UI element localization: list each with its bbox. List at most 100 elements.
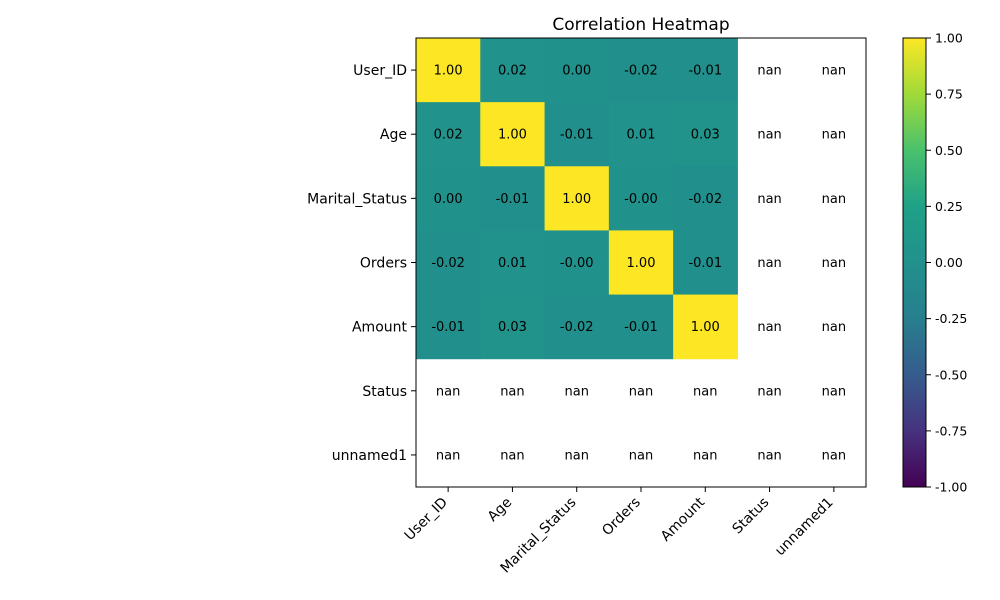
heatmap-cell xyxy=(608,166,674,231)
heatmap-cell-label: nan xyxy=(757,320,781,335)
heatmap-cell-label: -0.02 xyxy=(688,192,722,207)
heatmap-cell xyxy=(673,166,738,231)
heatmap-cell xyxy=(673,294,738,360)
chart-title: Correlation Heatmap xyxy=(552,15,729,35)
heatmap-cell-label: nan xyxy=(822,256,846,271)
column-tick-label: Age xyxy=(485,495,515,525)
heatmap-cell-label: nan xyxy=(757,64,781,79)
colorbar: -1.00 -0.75 -0.50 -0.25 0.00 0.25 0.50 0.75 1.00 xyxy=(902,31,967,495)
column-tick-label: Status xyxy=(730,495,773,538)
heatmap-cell xyxy=(544,38,610,103)
heatmap-cell-label: 1.00 xyxy=(627,256,656,271)
heatmap-cell xyxy=(480,102,546,167)
heatmap-cell-label: -0.01 xyxy=(431,320,465,335)
row-tick-label: Age xyxy=(380,127,407,143)
heatmap-cell-label: 1.00 xyxy=(562,192,591,207)
heatmap-cell-label: -0.01 xyxy=(624,320,658,335)
heatmap-cell-label: -0.00 xyxy=(624,192,658,207)
heatmap-cell-label: 0.00 xyxy=(562,64,591,79)
heatmap-cell-label: nan xyxy=(757,448,781,463)
heatmap-cell-label: nan xyxy=(693,384,717,399)
colorbar-tick-label: 0.50 xyxy=(935,143,963,158)
heatmap-cell-label: 1.00 xyxy=(691,320,720,335)
heatmap-cell-label: nan xyxy=(822,128,846,143)
heatmap-cell-label: nan xyxy=(629,384,653,399)
heatmap-cell-label: nan xyxy=(822,320,846,335)
colorbar-tick-label: -0.25 xyxy=(935,311,967,326)
heatmap-cell xyxy=(416,38,481,103)
heatmap-cell-label: -0.01 xyxy=(560,128,594,143)
heatmap-cell xyxy=(416,102,481,167)
heatmap-cell-label: nan xyxy=(757,256,781,271)
colorbar-ticks: -1.00 -0.75 -0.50 -0.25 0.00 0.25 0.50 0.75 1.00 xyxy=(926,31,967,495)
heatmap-cell xyxy=(673,102,738,167)
heatmap-cell-label: 0.02 xyxy=(434,128,463,143)
heatmap-cell xyxy=(416,230,481,296)
heatmap-cell-label: 0.03 xyxy=(498,320,527,335)
colorbar-tick-label: 0.75 xyxy=(935,87,963,102)
column-tick-label: User_ID xyxy=(402,495,451,544)
heatmap-cell-label: nan xyxy=(693,448,717,463)
heatmap-cell xyxy=(544,230,610,296)
heatmap-cell-label: nan xyxy=(822,192,846,207)
heatmap-cell xyxy=(608,230,674,296)
heatmap-cell xyxy=(480,230,546,296)
heatmap-cell-label: nan xyxy=(500,384,524,399)
heatmap-cell xyxy=(544,294,610,360)
row-tick-labels: User_ID Age Marital_Status Orders Amount Stat… xyxy=(307,63,416,464)
heatmap-cell-label: nan xyxy=(822,64,846,79)
heatmap-cell xyxy=(480,166,546,231)
heatmap-cell-label: 1.00 xyxy=(498,128,527,143)
row-tick-label: unnamed1 xyxy=(332,448,407,464)
heatmap-cell xyxy=(544,166,610,231)
heatmap-cell-label: -0.00 xyxy=(560,256,594,271)
heatmap-cell xyxy=(608,102,674,167)
heatmap-cell-label: 0.03 xyxy=(691,128,720,143)
heatmap-cell-label: 1.00 xyxy=(434,64,463,79)
colorbar-tick-label: -0.50 xyxy=(935,367,967,382)
heatmap-cell xyxy=(673,230,738,296)
heatmap-cell xyxy=(480,38,546,103)
heatmap-cell-label: nan xyxy=(500,448,524,463)
heatmap-cell-label: nan xyxy=(564,448,588,463)
heatmap-cell-label: 0.02 xyxy=(498,64,527,79)
colorbar-tick-label: 0.25 xyxy=(935,199,963,214)
row-tick-label: Marital_Status xyxy=(307,191,407,207)
heatmap-cell-label: nan xyxy=(436,384,460,399)
heatmap-cell-label: -0.01 xyxy=(496,192,530,207)
heatmap-cell xyxy=(608,38,674,103)
heatmap-cell-label: nan xyxy=(436,448,460,463)
row-tick-label: Amount xyxy=(352,320,408,336)
heatmap-cell-label: nan xyxy=(822,384,846,399)
heatmap-cell-label: 0.01 xyxy=(627,128,656,143)
row-tick-label: Status xyxy=(362,384,407,400)
heatmap-cell xyxy=(480,294,546,360)
colorbar-tick-label: 0.00 xyxy=(935,255,963,270)
column-tick-label: Amount xyxy=(658,494,709,545)
column-tick-label: unnamed1 xyxy=(772,495,837,560)
colorbar-tick-label: -1.00 xyxy=(935,480,967,495)
colorbar-tick-label: 1.00 xyxy=(935,31,963,46)
heatmap-cell xyxy=(673,38,738,103)
heatmap-cells: 1.00 0.02 0.00 -0.02 -0.01 nan nan 0.02 1.00 -0.0… xyxy=(416,38,846,463)
heatmap-cell-label: nan xyxy=(757,384,781,399)
heatmap-cell-label: -0.01 xyxy=(688,256,722,271)
heatmap-cell-label: -0.02 xyxy=(431,256,465,271)
heatmap-cell xyxy=(608,294,674,360)
heatmap-cell xyxy=(416,166,481,231)
heatmap-cell-label: nan xyxy=(757,192,781,207)
heatmap-cell-label: nan xyxy=(629,448,653,463)
heatmap-cell-label: 0.01 xyxy=(498,256,527,271)
row-tick-label: User_ID xyxy=(353,63,407,79)
heatmap-cell-label: -0.01 xyxy=(688,64,722,79)
colorbar-gradient xyxy=(902,37,927,488)
colorbar-tick-label: -0.75 xyxy=(935,423,967,438)
heatmap-cell-label: -0.02 xyxy=(624,64,658,79)
heatmap-cell-label: nan xyxy=(564,384,588,399)
heatmap-cell-label: nan xyxy=(757,128,781,143)
row-tick-label: Orders xyxy=(360,256,407,272)
heatmap-cell-label: 0.00 xyxy=(434,192,463,207)
heatmap-cell-label: nan xyxy=(822,448,846,463)
